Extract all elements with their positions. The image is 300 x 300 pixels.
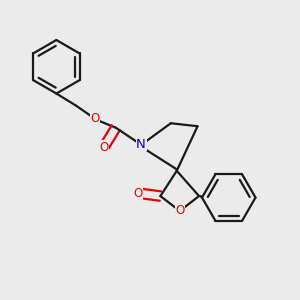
Text: O: O (99, 140, 109, 154)
Text: O: O (175, 204, 184, 218)
Text: O: O (90, 112, 100, 125)
Text: O: O (134, 187, 143, 200)
Text: N: N (136, 138, 146, 151)
